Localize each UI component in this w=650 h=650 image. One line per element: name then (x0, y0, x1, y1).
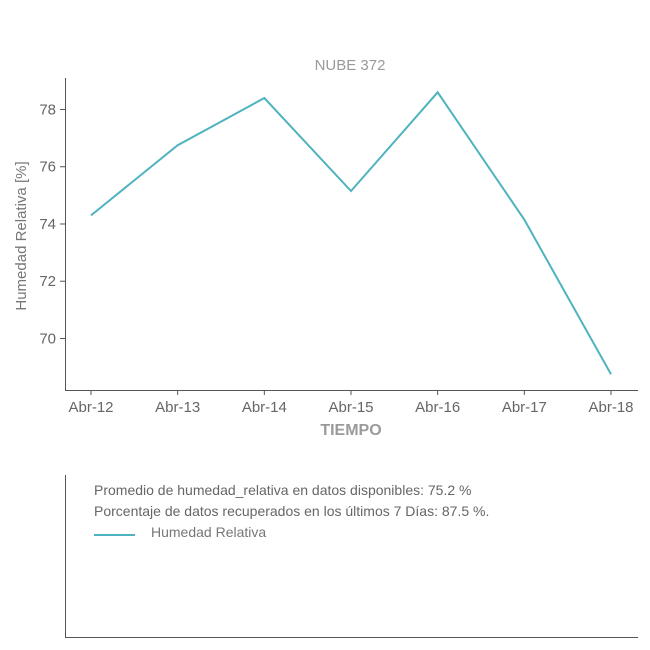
y-axis-ticks: 70 72 74 76 78 (39, 101, 65, 347)
x-tick-label: Abr-13 (155, 399, 200, 416)
x-tick-label: Abr-17 (502, 399, 547, 416)
plot-axes (65, 78, 638, 391)
y-axis-label: Humedad Relativa [%] (13, 161, 30, 310)
average-text: Promedio de humedad_relativa en datos di… (94, 482, 472, 498)
info-panel-frame (65, 475, 638, 638)
y-tick-label: 72 (39, 273, 56, 290)
chart-title: NUBE 372 (315, 57, 386, 74)
y-tick-label: 76 (39, 159, 56, 176)
legend-line-swatch (94, 534, 135, 536)
y-tick-label: 70 (39, 330, 56, 347)
x-axis-ticks: Abr-12 Abr-13 Abr-14 Abr-15 Abr-16 Abr-17 Abr-… (68, 390, 634, 416)
x-tick-label: Abr-14 (242, 399, 287, 416)
y-tick-label: 78 (39, 101, 56, 118)
x-tick-label: Abr-12 (68, 399, 113, 416)
series-line-humedad-relativa (90, 90, 612, 375)
x-tick-label: Abr-15 (328, 399, 373, 416)
x-axis-label: TIEMPO (320, 422, 381, 439)
data-recovery-text: Porcentaje de datos recuperados en los ú… (94, 503, 490, 519)
x-tick-label: Abr-18 (588, 399, 633, 416)
x-tick-label: Abr-16 (415, 399, 460, 416)
legend-label: Humedad Relativa (151, 524, 267, 540)
y-tick-label: 74 (39, 216, 56, 233)
